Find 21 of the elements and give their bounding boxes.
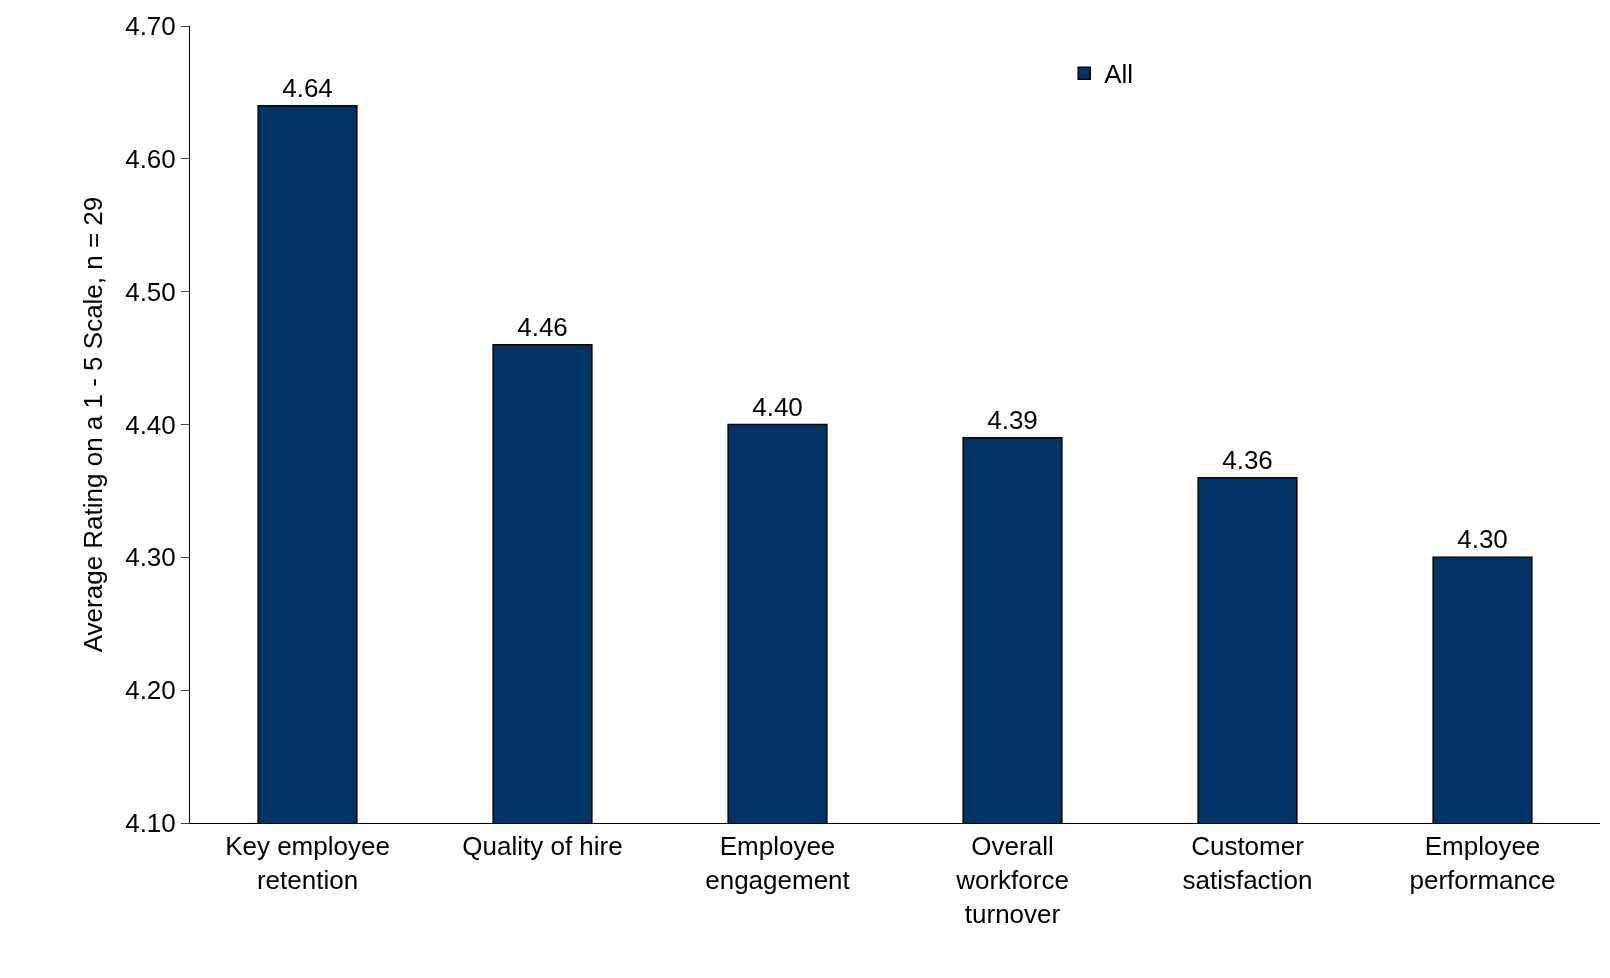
y-tick-label: 4.40 <box>125 409 176 440</box>
y-tick-label: 4.10 <box>125 808 176 839</box>
y-tick-label: 4.60 <box>125 143 176 174</box>
data-label: 4.64 <box>282 72 333 103</box>
data-label: 4.36 <box>1222 444 1273 475</box>
x-tick-label: Customer satisfaction <box>1182 831 1313 895</box>
data-label: 4.40 <box>752 391 803 422</box>
x-tick-label: Employee engagement <box>705 831 851 895</box>
data-label: 4.46 <box>517 311 568 342</box>
x-tick-label: Overall workforce turnover <box>955 831 1069 929</box>
x-tick-label: Key employee retention <box>225 831 390 895</box>
y-tick-label: 4.30 <box>125 542 176 573</box>
legend-label: All <box>1104 59 1134 90</box>
x-tick-label: Employee performance <box>1409 831 1556 895</box>
y-axis-title: Average Rating on a 1 - 5 Scale, n = 29 <box>77 196 108 653</box>
data-label: 4.39 <box>987 404 1038 435</box>
y-tick-label: 4.50 <box>125 276 176 307</box>
x-tick-label: Quality of hire <box>462 831 623 862</box>
y-tick-label: 4.20 <box>125 675 176 706</box>
y-tick-label: 4.70 <box>125 11 176 42</box>
data-label: 4.30 <box>1457 524 1508 555</box>
